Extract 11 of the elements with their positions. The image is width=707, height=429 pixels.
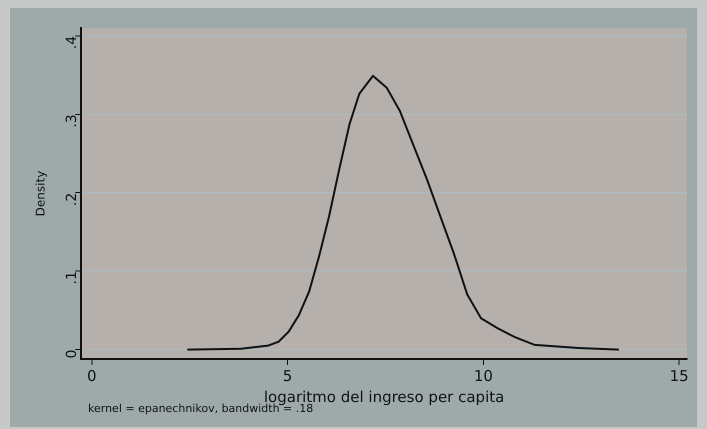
y-axis-title: Density — [33, 170, 48, 216]
x-tick-label: 15 — [670, 366, 689, 385]
y-tick-label: 0 — [64, 350, 80, 359]
y-tick-label: .2 — [64, 192, 80, 206]
x-axis-title: logaritmo del ingreso per capita — [264, 388, 504, 406]
x-tick-label: 0 — [87, 366, 97, 385]
x-tick-label: 10 — [474, 366, 493, 385]
x-tick-label: 5 — [282, 366, 292, 385]
y-tick-label: .1 — [64, 271, 80, 285]
y-tick-label: .3 — [64, 114, 80, 128]
y-tick-label: .4 — [64, 36, 80, 50]
